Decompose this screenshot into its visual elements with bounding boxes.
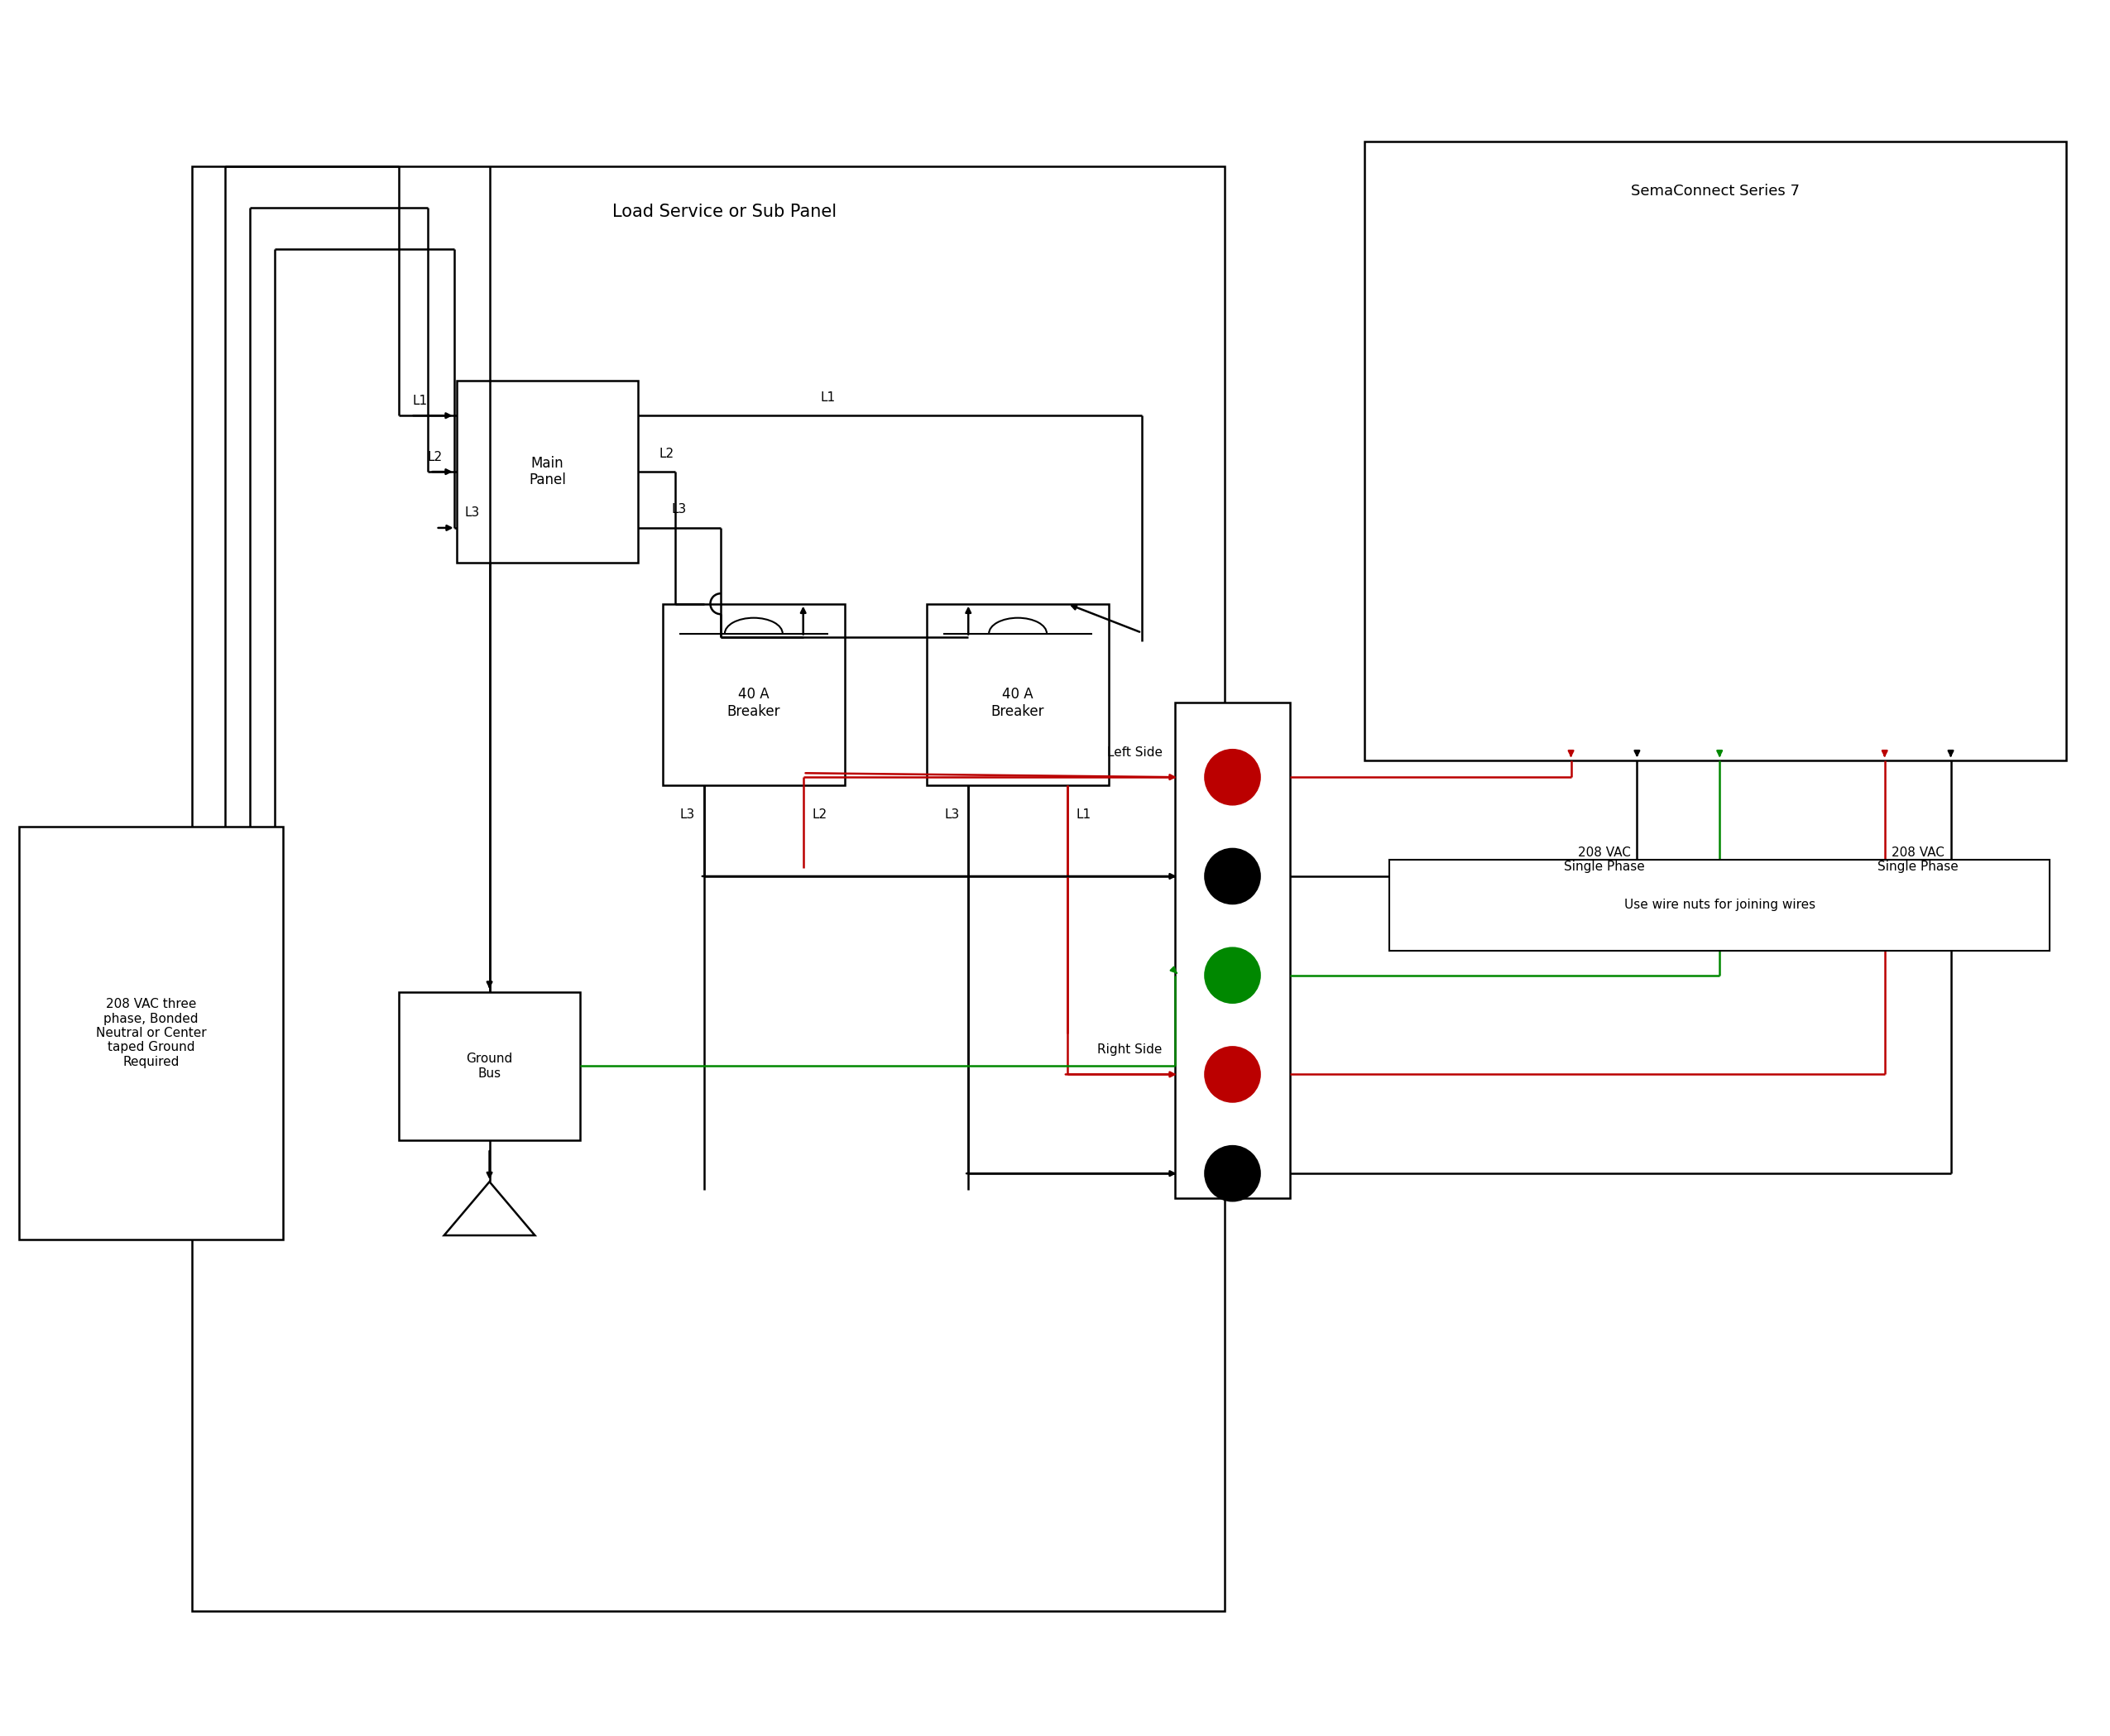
Bar [456,380,637,562]
Text: L2: L2 [812,809,827,821]
Text: L3: L3 [945,809,960,821]
Text: L2: L2 [658,448,673,460]
Bar [399,991,580,1141]
Circle shape [1205,1146,1260,1201]
Circle shape [1205,750,1260,804]
Text: 208 VAC
Single Phase: 208 VAC Single Phase [1564,847,1644,873]
Text: 40 A
Breaker: 40 A Breaker [992,687,1044,719]
Text: 40 A
Breaker: 40 A Breaker [728,687,781,719]
Text: SemaConnect Series 7: SemaConnect Series 7 [1631,184,1800,198]
Text: Ground
Bus: Ground Bus [466,1052,513,1080]
Text: L3: L3 [671,503,688,516]
Bar [1365,142,2066,760]
Bar [192,167,1224,1611]
Bar [663,604,844,785]
Circle shape [1205,849,1260,903]
Text: L3: L3 [679,809,694,821]
Text: Right Side: Right Side [1097,1043,1163,1055]
Text: Load Service or Sub Panel: Load Service or Sub Panel [612,203,838,220]
Text: Left Side: Left Side [1108,746,1163,759]
Bar [926,604,1108,785]
Text: L3: L3 [464,507,479,519]
Bar [19,826,283,1240]
Text: L1: L1 [1076,809,1091,821]
Text: L1: L1 [821,391,836,404]
Text: L2: L2 [428,451,443,464]
Bar [1175,703,1291,1198]
Text: 208 VAC three
phase, Bonded
Neutral or Center
taped Ground
Required: 208 VAC three phase, Bonded Neutral or C… [95,998,207,1068]
Text: Main
Panel: Main Panel [530,455,565,488]
Text: 208 VAC
Single Phase: 208 VAC Single Phase [1878,847,1958,873]
Text: Use wire nuts for joining wires: Use wire nuts for joining wires [1625,899,1815,911]
Circle shape [1205,1047,1260,1102]
Text: L1: L1 [414,394,428,406]
Circle shape [1205,948,1260,1003]
Bar [1388,859,2049,951]
